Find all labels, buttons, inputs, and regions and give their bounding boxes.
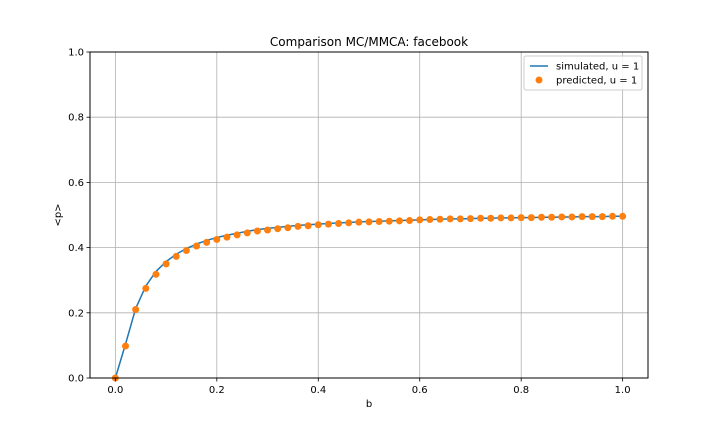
data-point-predicted [162,260,170,268]
data-point-predicted [324,220,332,228]
data-point-predicted [294,222,302,230]
data-point-predicted [466,215,474,223]
data-point-predicted [152,270,160,278]
x-tick-label: 0.8 [513,385,529,396]
x-tick-label: 0.0 [107,385,123,396]
x-tick-label: 0.4 [310,385,326,396]
series-layer [111,212,627,382]
data-point-predicted [304,222,312,230]
data-point-predicted [213,235,221,243]
data-point-predicted [122,342,130,350]
data-point-predicted [182,247,190,255]
y-tick-label: 1.0 [68,48,84,59]
data-point-predicted [416,216,424,224]
data-point-predicted [284,224,292,232]
y-tick-label: 0.8 [68,113,84,124]
y-tick-label: 0.2 [68,308,84,319]
data-point-predicted [385,217,393,225]
series-line-simulated [114,215,623,379]
data-point-predicted [527,214,535,222]
data-point-predicted [375,218,383,226]
data-point-predicted [548,213,556,221]
data-point-predicted [558,213,566,221]
plot-frame [89,51,649,379]
y-tick-label: 0.6 [68,178,84,189]
data-point-predicted [517,214,525,222]
data-point-predicted [355,218,363,226]
data-point-predicted [243,229,251,237]
data-point-predicted [335,219,343,227]
data-point-predicted [223,233,231,241]
data-point-predicted [619,212,627,220]
x-tick-label: 0.2 [209,385,225,396]
x-tick-label: 1.0 [615,385,631,396]
legend-marker-predicted [535,76,543,84]
y-tick-label: 0.0 [68,374,84,385]
data-point-predicted [314,221,322,229]
x-axis-label: b [366,399,372,410]
data-point-predicted [264,226,272,234]
data-point-predicted [274,225,282,233]
data-point-predicted [406,217,414,225]
data-point-predicted [507,214,515,222]
data-point-predicted [172,252,180,260]
data-point-predicted [142,284,150,292]
data-point-predicted [436,215,444,223]
data-point-predicted [477,214,485,222]
data-point-predicted [345,219,353,227]
legend-label-simulated: simulated, u = 1 [556,62,639,73]
data-point-predicted [132,306,140,314]
data-point-predicted [203,238,211,246]
legend-label-predicted: predicted, u = 1 [556,76,637,87]
data-point-predicted [365,218,373,226]
data-point-predicted [426,216,434,224]
data-point-predicted [497,214,505,222]
data-point-predicted [608,212,616,220]
data-point-predicted [193,242,201,250]
data-point-predicted [395,217,403,225]
data-point-predicted [253,227,261,235]
data-point-predicted [487,214,495,222]
data-point-predicted [233,231,241,239]
y-tick-label: 0.4 [68,243,84,254]
data-point-predicted [446,215,454,223]
chart-title: Comparison MC/MMCA: facebook [270,35,468,49]
data-point-predicted [578,213,586,221]
x-tick-label: 0.6 [412,385,428,396]
data-point-predicted [598,213,606,221]
legend: simulated, u = 1 predicted, u = 1 [523,55,643,91]
legend-box [523,55,643,91]
data-point-predicted [588,213,596,221]
tick-layer: 0.0 0.2 0.4 0.6 0.8 1.0 0.0 0.2 0.4 0.6 0.8 1.0 [68,48,630,397]
y-axis-label: <p> [53,203,64,226]
data-point-predicted [537,213,545,221]
data-point-predicted [456,215,464,223]
data-point-predicted [568,213,576,221]
